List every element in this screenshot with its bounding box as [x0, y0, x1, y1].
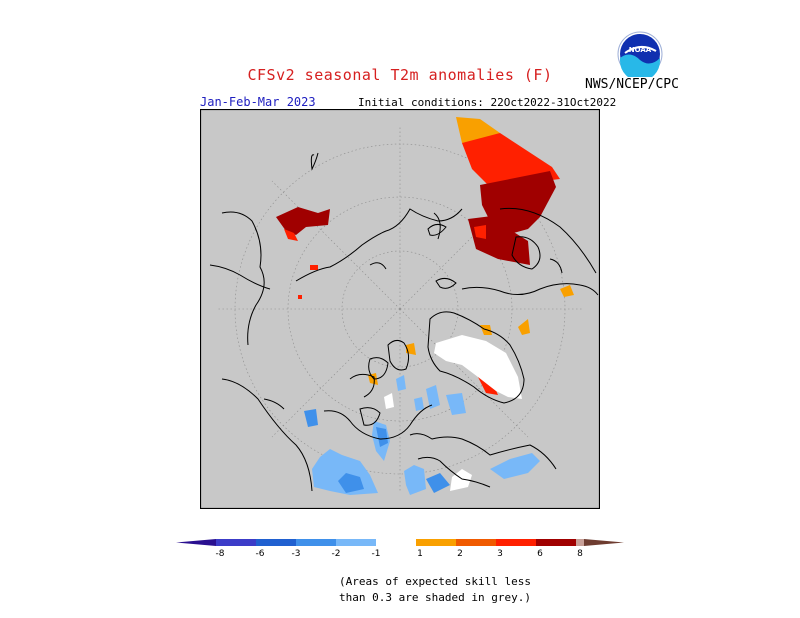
graticule: [218, 127, 582, 491]
polar-map: [200, 109, 600, 509]
cold-anomaly-blue: [304, 375, 540, 495]
warm-region-red: [462, 133, 560, 187]
colorbar-tick-label: -6: [256, 549, 265, 559]
colorbar-tick-label: -3: [292, 549, 301, 559]
colorbar-tick-label: -1: [372, 549, 381, 559]
colorbar-tick-label: 2: [457, 549, 463, 559]
colorbar-legend: -8 -6 -3 -2 -1 1 2 3 6 8: [176, 539, 624, 559]
warm-anomaly-asia: [456, 117, 560, 265]
colorbar-segment: [336, 539, 376, 546]
season-label: Jan-Feb-Mar 2023: [200, 95, 316, 109]
agency-label: NWS/NCEP/CPC: [585, 77, 679, 92]
colorbar-segment: [376, 539, 416, 546]
colorbar-segment: [296, 539, 336, 546]
initial-conditions-label: Initial conditions: 22Oct2022-31Oct2022: [358, 96, 617, 109]
warm-anomaly-small: [368, 285, 574, 395]
colorbar-segment: [216, 539, 256, 546]
svg-text:NOAA: NOAA: [629, 46, 652, 54]
colorbar-segment: [416, 539, 456, 546]
warm-anomaly-alaska: [276, 207, 330, 299]
colorbar-tick-label: 8: [577, 549, 583, 559]
colorbar-tick-label: -8: [216, 549, 225, 559]
skill-note-line1: (Areas of expected skill less: [338, 575, 532, 588]
colorbar-tick-label: 6: [537, 549, 543, 559]
colorbar-segment: [496, 539, 536, 546]
chart-title: CFSv2 seasonal T2m anomalies (F): [247, 66, 553, 84]
colorbar-segment: [256, 539, 296, 546]
skill-note-line2: than 0.3 are shaded in grey.): [338, 591, 532, 604]
colorbar-segment: [576, 539, 584, 546]
colorbar-tick-label: 1: [417, 549, 423, 559]
warm-region-orange: [456, 117, 500, 149]
colorbar-segment: [536, 539, 576, 546]
coastlines: [209, 152, 599, 492]
colorbar-arrow-low: [176, 539, 216, 546]
colorbar-tick-label: -2: [332, 549, 341, 559]
colorbar-segment: [456, 539, 496, 546]
colorbar-arrow-high: [584, 539, 624, 546]
colorbar-tick-label: 3: [497, 549, 503, 559]
noaa-logo-icon: NOAA: [617, 31, 663, 77]
